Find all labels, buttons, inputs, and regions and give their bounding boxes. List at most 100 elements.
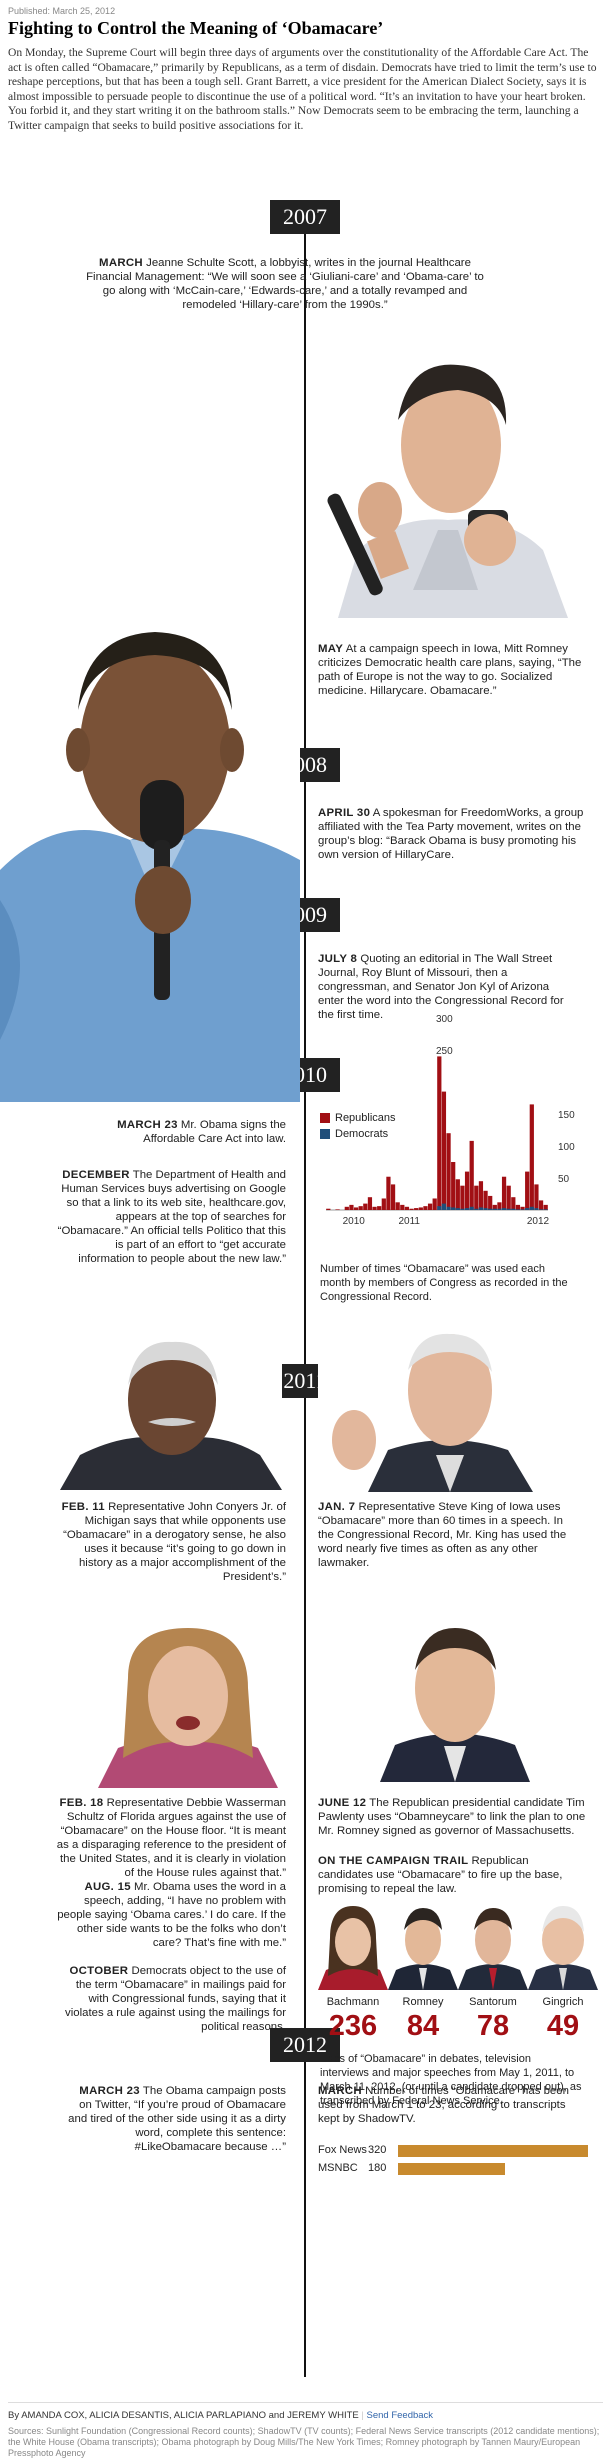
bar-republicans <box>358 1206 363 1210</box>
legend-republicans: Republicans <box>320 1110 396 1126</box>
bar-republicans <box>344 1206 349 1210</box>
bar-democrats <box>460 1208 465 1210</box>
entry-text: The Department of Health and Human Servi… <box>57 1169 286 1265</box>
bar-republicans <box>381 1198 386 1210</box>
intro-paragraph: On Monday, the Supreme Court will begin … <box>8 46 597 132</box>
bar-republicans <box>404 1206 410 1210</box>
bar-republicans <box>423 1206 428 1210</box>
bar-republicans <box>529 1104 534 1210</box>
entry-date: FEB. 18 <box>59 1797 104 1809</box>
bar-republicans <box>469 1140 474 1210</box>
bar-republicans <box>372 1206 377 1210</box>
candidate-count-romney: 84 <box>406 2010 440 2042</box>
bar-republicans <box>326 1208 331 1210</box>
santorum-photo <box>458 1898 528 1990</box>
bar-republicans <box>478 1181 484 1210</box>
bar-democrats <box>543 1209 548 1210</box>
entry-text: A spokesman for FreedomWorks, a group af… <box>318 807 584 861</box>
entry-2011-aug15: AUG. 15 Mr. Obama uses the word in a spe… <box>56 1880 286 1950</box>
bar-democrats <box>469 1206 474 1210</box>
bar-democrats <box>474 1208 479 1210</box>
bar-republicans <box>432 1198 437 1210</box>
bar-democrats <box>441 1203 447 1210</box>
entry-2012-march: MARCH Number of times “Obamacare” has be… <box>318 2084 590 2126</box>
bar-republicans <box>395 1202 400 1210</box>
bar-democrats <box>492 1208 497 1210</box>
y-tick-label: 150 <box>558 1110 575 1121</box>
bar-republicans <box>455 1179 460 1210</box>
entry-date: DECEMBER <box>62 1169 130 1181</box>
bar-republicans <box>464 1171 470 1210</box>
entry-text: Mr. Obama signs the Affordable Care Act … <box>143 1119 286 1145</box>
pawlenty-photo <box>380 1610 530 1782</box>
bar-republicans <box>367 1197 373 1210</box>
entry-2010-december: DECEMBER The Department of Health and Hu… <box>56 1168 286 1266</box>
legend-swatch <box>320 1113 330 1124</box>
entry-text: Representative Debbie Wasserman Schultz … <box>56 1797 286 1879</box>
entry-date: JUNE 12 <box>318 1797 367 1809</box>
bar-republicans <box>390 1184 396 1210</box>
candidate-counts: Bachmann Romney Santorum Gingrich 236 84… <box>318 1996 598 2066</box>
y-tick-label: 250 <box>436 1046 453 1057</box>
entry-text: At a campaign speech in Iowa, Mitt Romne… <box>318 643 582 697</box>
bar-democrats <box>538 1209 544 1210</box>
byline: By AMANDA COX, ALICIA DESANTIS, ALICIA P… <box>8 2410 433 2421</box>
congress-bar-chart: 50 100 150 250 300 2010 2011 2012 <box>326 1014 575 1227</box>
entry-date: JULY 8 <box>318 953 358 965</box>
bar-republicans <box>427 1203 433 1210</box>
entry-date: JAN. 7 <box>318 1501 356 1513</box>
entry-date: OCTOBER <box>69 1965 129 1977</box>
bar-democrats <box>451 1207 456 1210</box>
tv-bar-fox <box>398 2145 588 2157</box>
byline-text: By AMANDA COX, ALICIA DESANTIS, ALICIA P… <box>8 2410 359 2421</box>
tv-name-msnbc: MSNBC <box>318 2162 358 2174</box>
entry-date: APRIL 30 <box>318 807 371 819</box>
y-tick-label: 300 <box>436 1014 453 1025</box>
bar-democrats <box>520 1209 525 1210</box>
bar-republicans <box>506 1185 511 1210</box>
bar-republicans <box>525 1171 530 1210</box>
candidate-name-santorum: Santorum <box>469 1996 517 2008</box>
entry-text: Representative John Conyers Jr. of Michi… <box>63 1501 286 1583</box>
sources-note: Sources: Sunlight Foundation (Congressio… <box>8 2426 600 2458</box>
bar-republicans <box>497 1202 502 1210</box>
entry-2007-march: MARCH Jeanne Schulte Scott, a lobbyist, … <box>85 256 485 312</box>
congress-chart: 50 100 150 250 300 2010 2011 2012 <box>318 1010 608 1240</box>
gingrich-photo <box>528 1898 598 1990</box>
bar-democrats <box>515 1209 521 1210</box>
candidate-count-santorum: 78 <box>476 2010 510 2042</box>
entry-2009-july: JULY 8 Quoting an editorial in The Wall … <box>318 952 570 1022</box>
entry-text: Republican candidates use “Obamacare” to… <box>318 1855 563 1895</box>
bar-republicans <box>501 1176 507 1210</box>
bar-democrats <box>488 1208 493 1210</box>
entry-date: MARCH <box>318 2085 362 2097</box>
bar-republicans <box>492 1204 497 1210</box>
bar-republicans <box>349 1204 354 1210</box>
bar-democrats <box>483 1208 488 1210</box>
bar-republicans <box>538 1200 544 1210</box>
entry-2011-feb11: FEB. 11 Representative John Conyers Jr. … <box>60 1500 286 1584</box>
bar-republicans <box>335 1209 340 1210</box>
bar-republicans <box>520 1206 525 1210</box>
bar-democrats <box>511 1208 516 1210</box>
entry-2011-jan7: JAN. 7 Representative Steve King of Iowa… <box>318 1500 580 1570</box>
bar-democrats <box>529 1206 534 1210</box>
entry-date: ON THE CAMPAIGN TRAIL <box>318 1855 469 1867</box>
x-tick-label: 2012 <box>527 1216 550 1227</box>
bar-democrats <box>455 1208 460 1210</box>
bar-republicans <box>409 1208 414 1210</box>
legend-democrats: Democrats <box>320 1126 396 1142</box>
x-tick-label: 2010 <box>343 1216 366 1227</box>
bar-democrats <box>501 1208 507 1210</box>
king-photo <box>318 1320 586 1492</box>
bar-democrats <box>497 1208 502 1210</box>
tv-bar-msnbc <box>398 2163 505 2175</box>
candidate-count-gingrich: 49 <box>546 2010 580 2042</box>
send-feedback-link[interactable]: Send Feedback <box>366 2410 434 2421</box>
tv-name-fox: Fox News <box>318 2144 367 2156</box>
entry-2011-campaign-trail: ON THE CAMPAIGN TRAIL Republican candida… <box>318 1854 586 1896</box>
bar-democrats <box>534 1208 539 1210</box>
entry-text: Number of times “Obamacare” has been use… <box>318 2085 569 2125</box>
entry-2008-april: APRIL 30 A spokesman for FreedomWorks, a… <box>318 806 590 862</box>
entry-text: Representative Steve King of Iowa uses “… <box>318 1501 567 1569</box>
